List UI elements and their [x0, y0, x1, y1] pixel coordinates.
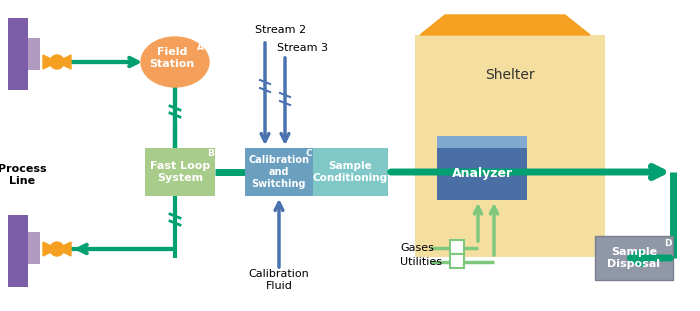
Text: Field
Station: Field Station	[149, 47, 195, 69]
Text: Sample
Disposal: Sample Disposal	[608, 247, 661, 269]
Bar	[8, 215, 28, 287]
Polygon shape	[420, 15, 590, 35]
Text: Shelter: Shelter	[485, 68, 535, 82]
Circle shape	[50, 55, 64, 69]
Bar	[437, 148, 527, 200]
Text: Stream 3: Stream 3	[277, 43, 328, 53]
Bar	[245, 148, 313, 196]
Text: Utilities: Utilities	[400, 257, 442, 267]
Bar	[450, 254, 464, 268]
Ellipse shape	[141, 37, 209, 87]
Text: B: B	[208, 150, 214, 159]
Polygon shape	[43, 55, 57, 69]
Polygon shape	[43, 242, 57, 256]
Bar	[313, 148, 388, 196]
Text: A: A	[197, 44, 204, 53]
Text: Analyzer: Analyzer	[452, 168, 512, 180]
Text: Fast Loop
System: Fast Loop System	[150, 161, 210, 183]
Circle shape	[50, 242, 64, 256]
Text: Calibration
Fluid: Calibration Fluid	[248, 269, 309, 291]
Text: Process
Line: Process Line	[0, 164, 46, 186]
Bar	[437, 136, 527, 148]
Bar	[8, 18, 28, 90]
Bar	[28, 38, 40, 70]
Text: C: C	[306, 150, 312, 159]
Bar	[28, 232, 40, 264]
Text: Calibration
and
Switching: Calibration and Switching	[248, 156, 309, 188]
Text: Gases: Gases	[400, 243, 434, 253]
Bar	[415, 35, 605, 257]
Polygon shape	[57, 242, 71, 256]
Text: Sample
Conditioning: Sample Conditioning	[313, 161, 388, 183]
Bar	[595, 236, 673, 280]
Text: Stream 2: Stream 2	[255, 25, 306, 35]
Bar	[450, 240, 464, 254]
Text: D: D	[664, 239, 672, 248]
Bar	[145, 148, 215, 196]
Polygon shape	[57, 55, 71, 69]
